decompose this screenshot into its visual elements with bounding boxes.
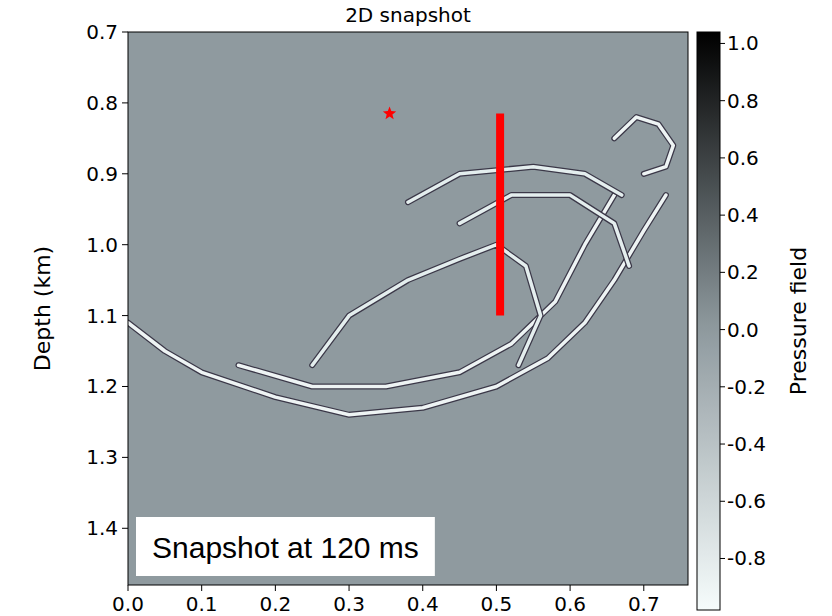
plot-frame <box>128 32 688 585</box>
colorbar-tick-label: -0.6 <box>727 489 766 513</box>
y-tick <box>122 244 128 245</box>
colorbar-tick-label: 0.2 <box>727 260 759 284</box>
chart: 0.0 0.1 0.2 0.3 0.4 0.5 0.6 0.7 0.7 0.8 0.9 1.0 1.1 1… <box>0 0 832 616</box>
wavefront-edge <box>312 245 540 366</box>
x-tick <box>128 585 129 591</box>
y-tick-label: 1.2 <box>86 374 118 398</box>
y-tick-label: 1.4 <box>86 516 118 540</box>
wavefront <box>614 117 673 174</box>
x-tick-label: 0.3 <box>333 592 365 616</box>
colorbar-tick-label: 1.0 <box>727 31 759 55</box>
wavefront-edge <box>128 195 666 415</box>
y-tick-label: 1.3 <box>86 445 118 469</box>
colorbar-tick <box>720 444 725 445</box>
wavefront-edge <box>460 195 629 266</box>
y-axis-title: Depth (km) <box>30 246 55 371</box>
wavefront-edge <box>614 117 673 174</box>
annotation: Snapshot at 120 ms <box>152 531 419 564</box>
x-tick <box>422 585 423 591</box>
title: 2D snapshot <box>345 3 471 27</box>
colorbar-tick <box>720 100 725 101</box>
colorbar-tick <box>720 558 725 559</box>
wavefront <box>460 195 629 266</box>
wavefront <box>128 195 666 415</box>
x-tick-label: 0.6 <box>554 592 586 616</box>
colorbar-tick <box>720 501 725 502</box>
colorbar-tick-label: -0.4 <box>727 432 766 456</box>
colorbar-tick <box>720 272 725 273</box>
y-tick-label: 0.8 <box>86 91 118 115</box>
colorbar-tick-label: 0.8 <box>727 89 759 113</box>
y-tick-label: 1.0 <box>86 233 118 257</box>
wavefront-edge <box>239 195 615 386</box>
annotation-group: Snapshot at 120 ms <box>136 517 435 576</box>
y-tick <box>122 315 128 316</box>
field-background <box>128 32 688 585</box>
colorbar-tick-label: -0.8 <box>727 546 766 570</box>
colorbar-title: Pressure field <box>786 247 811 395</box>
colorbar-tick <box>720 329 725 330</box>
x-tick-label: 0.4 <box>407 592 439 616</box>
y-tick <box>122 528 128 529</box>
y-tick <box>122 457 128 458</box>
colorbar-tick <box>720 386 725 387</box>
wavefront <box>239 195 615 386</box>
x-tick-label: 0.7 <box>628 592 660 616</box>
colorbar-tick-label: -0.2 <box>727 375 766 399</box>
data-layer <box>128 107 673 415</box>
y-tick-label: 1.1 <box>86 304 118 328</box>
x-tick <box>643 585 644 591</box>
y-tick <box>122 386 128 387</box>
x-tick <box>275 585 276 591</box>
source-star <box>383 107 396 120</box>
colorbar-tick <box>720 215 725 216</box>
x-tick-label: 0.5 <box>481 592 513 616</box>
y-tick-label: 0.9 <box>86 162 118 186</box>
x-tick-label: 0.0 <box>112 592 144 616</box>
annotation-box <box>136 517 435 576</box>
colorbar-tick-label: 0.6 <box>727 146 759 170</box>
colorbar-tick-label: 0.0 <box>727 318 759 342</box>
colorbar-tick-label: 0.4 <box>727 203 759 227</box>
colorbar <box>697 32 720 610</box>
wavefront <box>312 245 540 366</box>
x-tick <box>570 585 571 591</box>
y-tick-label: 0.7 <box>86 20 118 44</box>
x-tick <box>349 585 350 591</box>
x-tick <box>201 585 202 591</box>
colorbar-tick <box>720 157 725 158</box>
x-tick <box>496 585 497 591</box>
x-tick-label: 0.1 <box>186 592 218 616</box>
y-tick <box>122 32 128 33</box>
x-tick-label: 0.2 <box>259 592 291 616</box>
y-tick <box>122 102 128 103</box>
y-tick <box>122 173 128 174</box>
colorbar-tick <box>720 43 725 44</box>
receiver-line <box>496 114 504 316</box>
